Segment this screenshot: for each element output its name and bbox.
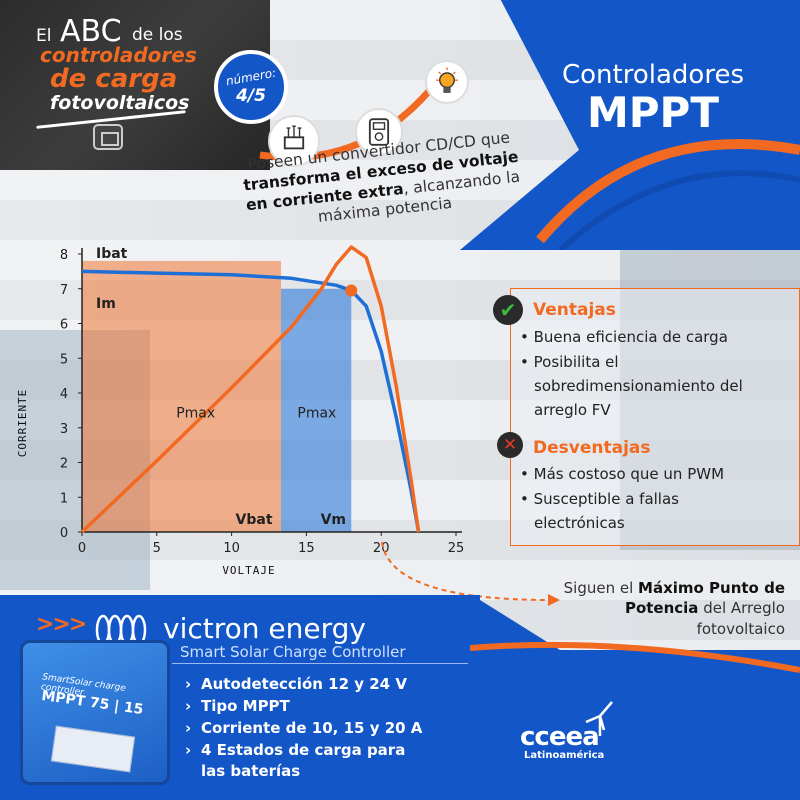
- multimeter-icon: [355, 108, 403, 156]
- pmax-area-vm: [280, 288, 352, 532]
- feature-item: › Tipo MPPT: [185, 697, 290, 715]
- x-tick-label: 10: [223, 541, 240, 556]
- y-tick-label: 8: [60, 248, 68, 263]
- y-tick-label: 6: [60, 318, 68, 333]
- iv-curve-chart: 0 5 10 15 20 25012345678VOLTAJECORRIENTEIbatI…: [16, 245, 465, 577]
- title-decarga: de carga: [50, 64, 178, 94]
- dashed-arrow: [381, 541, 560, 606]
- advantages-title: Ventajas: [533, 300, 616, 320]
- circuit-icon: [268, 115, 320, 167]
- title-delos: de los: [132, 25, 183, 45]
- vm-label: Vm: [321, 512, 346, 528]
- disadvantages-title: Desventajas: [533, 438, 651, 458]
- x-icon: ✕: [497, 432, 523, 458]
- x-tick-label: 5: [153, 541, 161, 556]
- advantage-item: • Buena eficiencia de carga: [520, 328, 728, 346]
- disadvantage-item: • Susceptible a fallas: [520, 490, 679, 508]
- y-tick-label: 1: [60, 491, 68, 506]
- feature-item: › 4 Estados de carga para: [185, 741, 406, 759]
- advantage-item-cont: sobredimensionamiento del: [534, 377, 743, 395]
- feature-item: › Corriente de 10, 15 y 20 A: [185, 719, 423, 737]
- pmax-label-right: Pmax: [297, 405, 336, 421]
- pmax-area-vbat: [82, 260, 281, 532]
- feature-item-cont: las baterías: [201, 762, 301, 780]
- orange-swoosh-bottom: [470, 641, 800, 673]
- product-image: SmartSolar charge controller MPPT 75 | 1…: [20, 640, 170, 785]
- divider: [172, 663, 468, 664]
- mpp-note: Siguen el Máximo Punto de Potencia del A…: [563, 579, 785, 638]
- title-el: El: [36, 26, 52, 46]
- y-tick-label: 2: [60, 457, 68, 472]
- y-tick-label: 4: [60, 387, 68, 402]
- brand-name: victron energy: [163, 612, 366, 645]
- section-title-main: MPPT: [586, 88, 719, 137]
- lightbulb-icon: [425, 60, 469, 104]
- pmax-label-left: Pmax: [176, 405, 215, 421]
- x-tick-label: 25: [448, 541, 465, 556]
- y-tick-label: 5: [60, 352, 68, 367]
- orange-swoosh: [536, 139, 800, 250]
- power-curve-series: [80, 245, 421, 534]
- im-label: Im: [96, 296, 116, 312]
- product-subtitle: Smart Solar Charge Controller: [180, 643, 406, 661]
- wind-turbine-icon: [585, 701, 613, 736]
- mpp-point: [345, 284, 358, 297]
- disadvantage-item: • Más costoso que un PWM: [520, 465, 725, 483]
- title-controladores: controladores: [40, 43, 197, 67]
- feature-item: › Autodetección 12 y 24 V: [185, 675, 407, 693]
- ibat-label: Ibat: [96, 246, 128, 262]
- logo-text: cceea: [520, 722, 600, 752]
- disadvantage-item-cont: electrónicas: [534, 514, 625, 532]
- chevrons-icon: >>>: [36, 612, 87, 637]
- vbat-label: Vbat: [236, 512, 273, 528]
- y-tick-label: 7: [60, 283, 68, 298]
- advantage-item-cont: arreglo FV: [534, 401, 611, 419]
- badge-number: 4/5: [236, 86, 266, 106]
- advantage-item: • Posibilita el: [520, 353, 619, 371]
- y-tick-label: 3: [60, 422, 68, 437]
- device-panel: [50, 725, 136, 773]
- check-icon: ✔: [493, 295, 523, 325]
- section-title: Controladores: [562, 60, 744, 90]
- title-fotovoltaicos: fotovoltaicos: [50, 92, 190, 114]
- title-abc: ABC: [60, 14, 122, 49]
- number-badge: número: 4/5: [214, 50, 288, 124]
- pros-cons-box: [510, 288, 800, 546]
- x-axis-title: VOLTAJE: [222, 564, 275, 577]
- charge-controller-icon: [93, 124, 123, 150]
- x-tick-label: 15: [298, 541, 315, 556]
- logo-subtext: Latinoamérica: [524, 750, 605, 761]
- y-tick-label: 0: [60, 526, 68, 541]
- x-tick-label: 0: [78, 541, 86, 556]
- y-axis-title: CORRIENTE: [16, 389, 29, 458]
